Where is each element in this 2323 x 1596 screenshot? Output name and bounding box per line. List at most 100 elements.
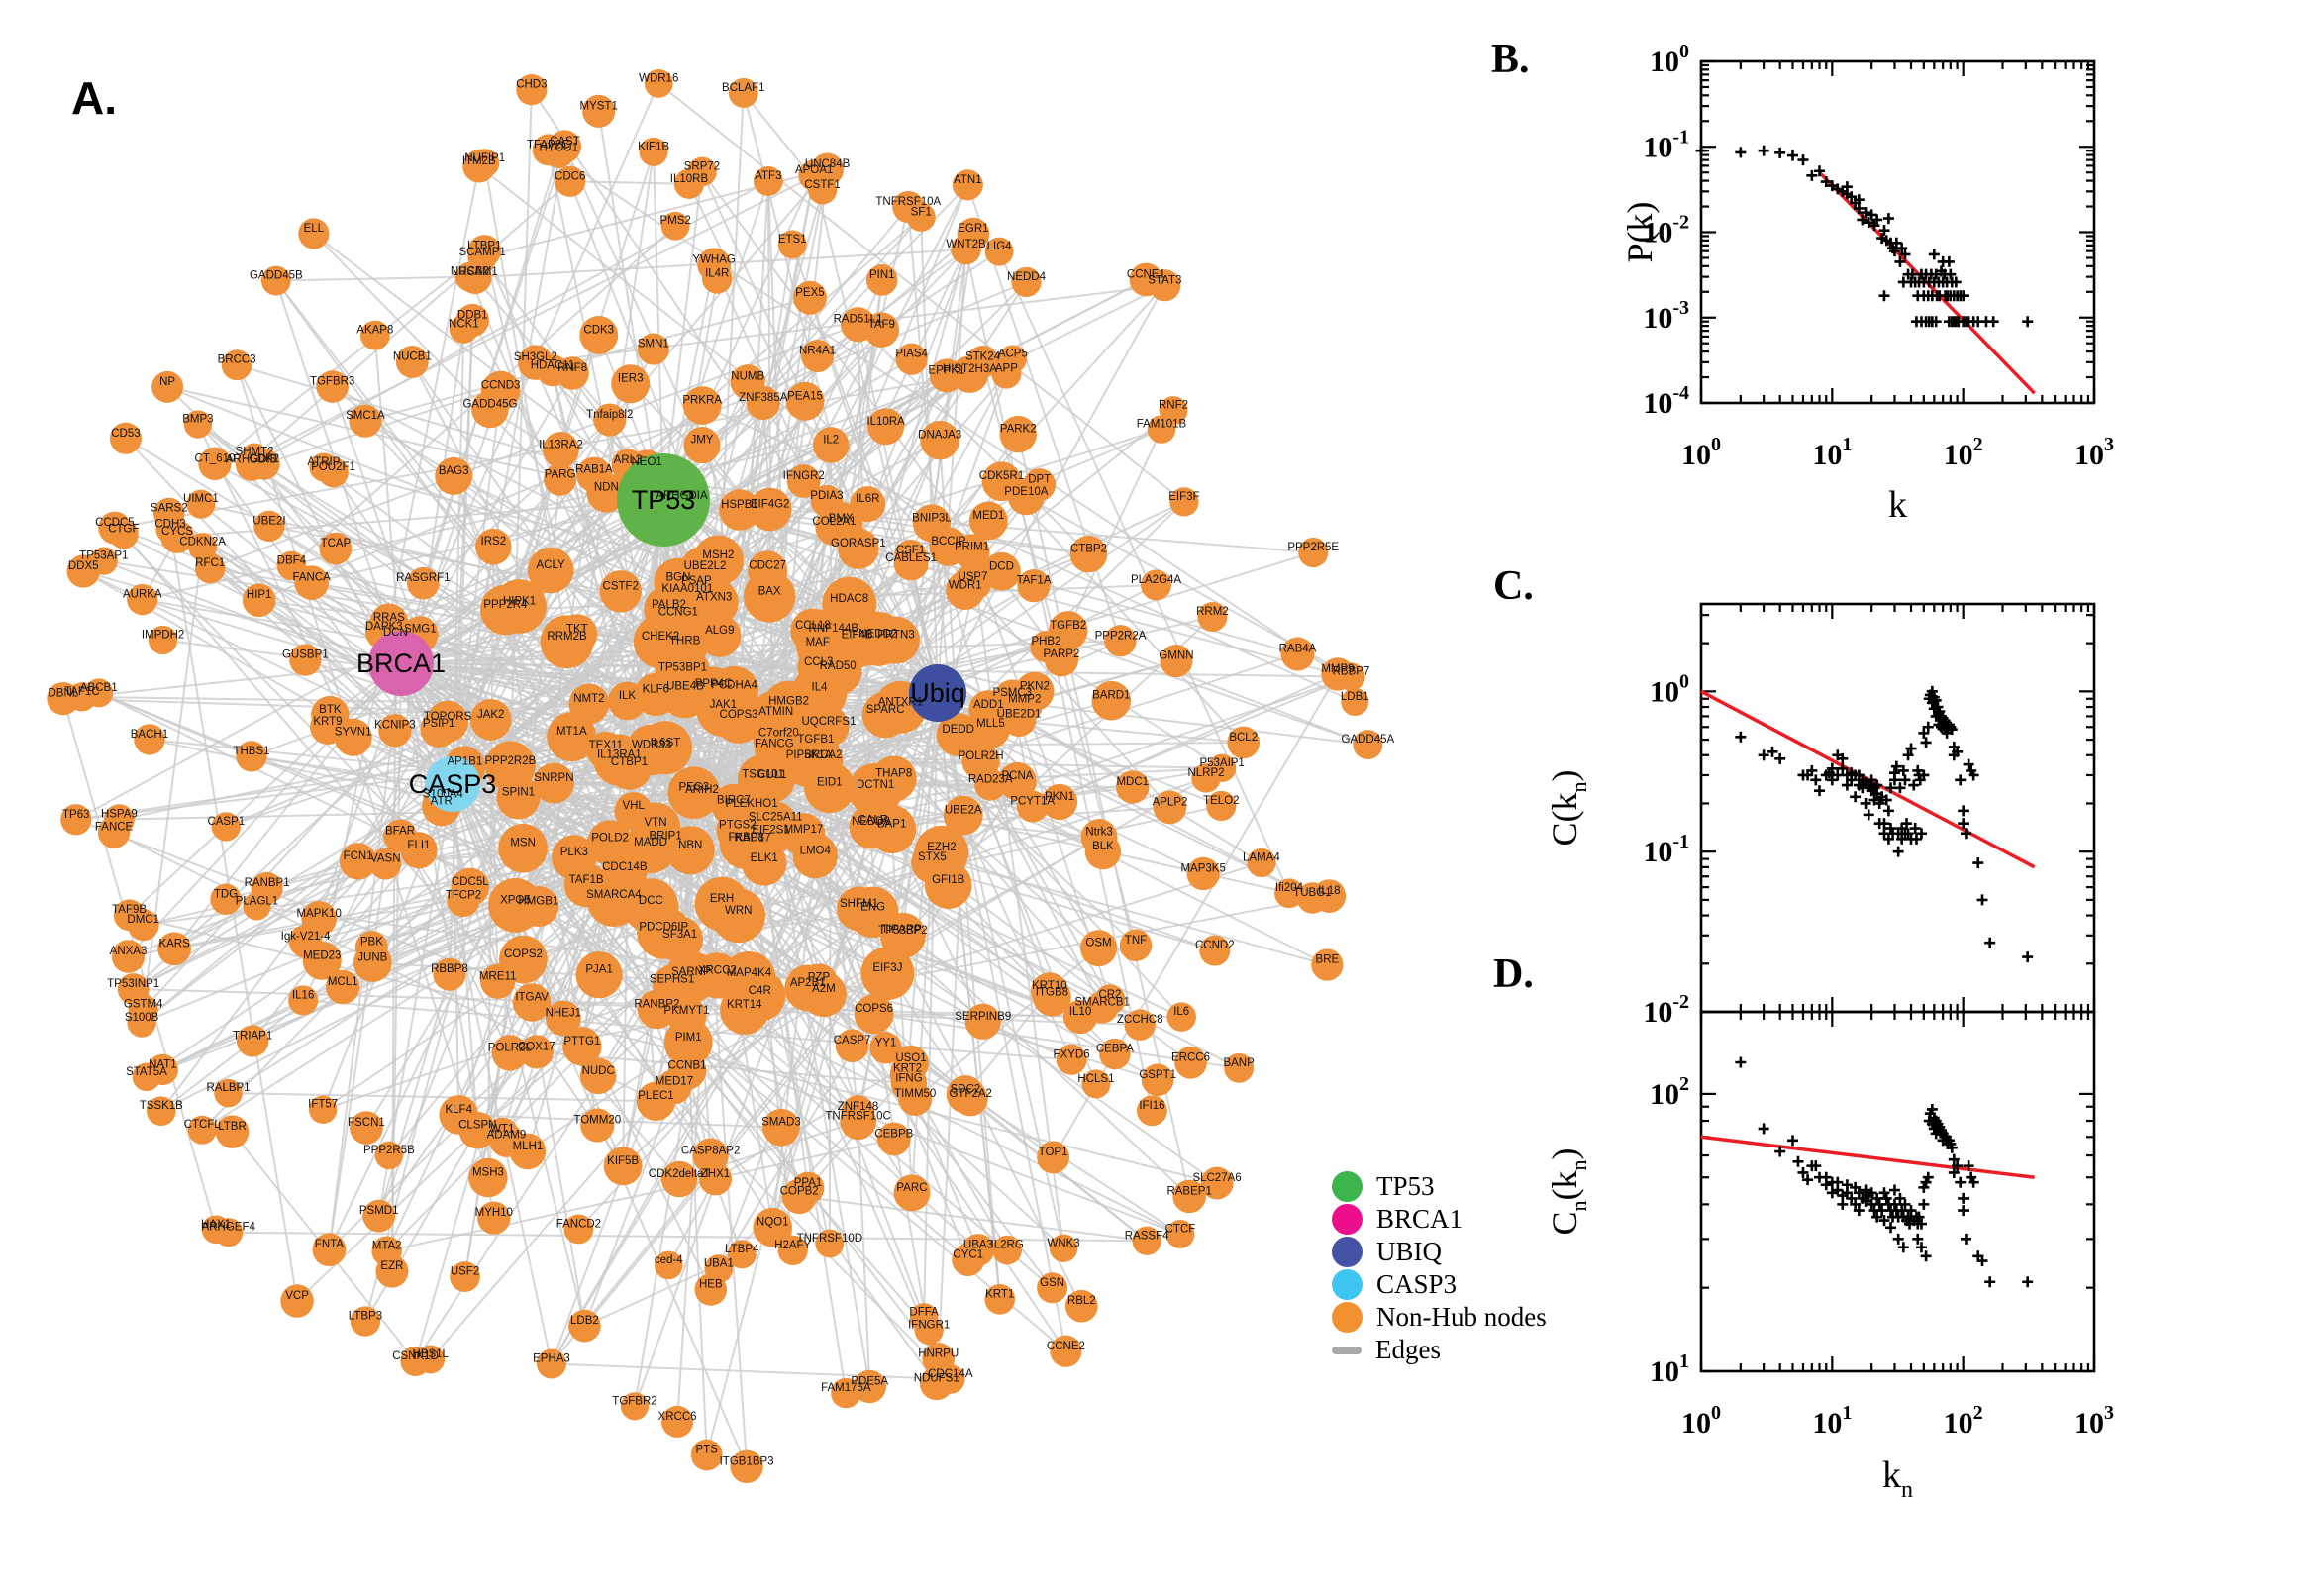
network-node-label: BAX — [758, 585, 781, 597]
network-node — [722, 951, 776, 1005]
network-node — [853, 1369, 886, 1404]
network-node-label: CDC14A — [928, 1368, 973, 1380]
scatter-marker — [1826, 762, 1838, 774]
network-node-label: EIF4B — [842, 630, 873, 642]
network-node-label: STAT5A — [126, 1066, 167, 1078]
network-node-label: ADAM9 — [487, 1130, 527, 1142]
network-node-label: APLP2 — [1153, 796, 1188, 808]
network-node — [512, 983, 552, 1022]
scatter-marker — [1832, 1176, 1844, 1188]
network-node-label: PEG3 — [678, 782, 709, 794]
network-node — [533, 762, 574, 804]
scatter-marker — [1902, 828, 1914, 840]
network-node — [188, 533, 217, 561]
network-node-label: EIF3J — [872, 962, 902, 974]
network-edge — [536, 1050, 910, 1085]
network-node-label: PPP4C — [695, 678, 733, 690]
network-node — [260, 265, 291, 296]
network-node — [1274, 878, 1304, 909]
network-node-label: CASP8AP2 — [681, 1145, 740, 1156]
scatter-marker — [1860, 1184, 1871, 1196]
network-node-label: PIAS4 — [895, 349, 928, 360]
network-node-label: COPS2 — [504, 948, 543, 960]
network-node-label: ERH — [710, 893, 734, 905]
network-node-label: TNFRSF10D — [797, 1233, 862, 1245]
network-node — [984, 1283, 1016, 1315]
network-node-label: GUSBP1 — [282, 649, 329, 661]
network-node — [876, 1122, 911, 1156]
network-node-label: RAB4A — [1279, 644, 1317, 655]
scatter-marker — [1963, 1160, 1974, 1172]
network-edge — [662, 499, 950, 549]
scatter-marker — [2022, 951, 2034, 963]
network-node-label: TDG — [214, 888, 238, 900]
network-node — [1160, 645, 1193, 678]
legend-item-tp53: TP53 — [1332, 1170, 1547, 1203]
network-node-label: XPO5 — [500, 894, 531, 906]
network-node-label: CT_610 — [195, 452, 236, 464]
network-node — [1104, 625, 1137, 657]
network-node — [319, 532, 353, 565]
network-node-label: DCN — [383, 627, 408, 639]
network-node-label: BMP3 — [182, 414, 213, 426]
network-node — [753, 165, 783, 196]
network-node-label: PSMD1 — [359, 1205, 399, 1217]
network-node — [667, 766, 721, 820]
network-node-label: PARG — [545, 468, 576, 480]
network-node-label: BCL2 — [1229, 732, 1258, 744]
network-node — [395, 346, 429, 378]
network-edge — [400, 662, 819, 668]
network-node-label: PTTG1 — [563, 1036, 600, 1047]
network-node-label: GADD45G — [462, 398, 517, 410]
network-node-label: RALBP1 — [206, 1082, 250, 1094]
network-node — [991, 358, 1022, 389]
network-node-label: RAD23A — [968, 773, 1013, 785]
network-node-label: PIP5K1A — [786, 749, 833, 761]
network-node-label: RANBP2 — [634, 998, 679, 1010]
network-node-label: SMG1 — [404, 624, 437, 636]
network-node — [318, 456, 349, 488]
plot-panel-D: 100 101 102 103 102 101 kn Cn(kn) — [1545, 1010, 2114, 1503]
network-node — [638, 721, 693, 775]
network-node — [516, 74, 548, 106]
network-node-label: PSIP1 — [423, 718, 455, 730]
network-node — [353, 944, 392, 982]
network-node-label: CEBPB — [874, 1128, 913, 1140]
network-node-label: UBA3 — [963, 1239, 993, 1250]
network-node-label: POLR2H — [959, 750, 1004, 762]
network-node-label: KRT1 — [985, 1288, 1014, 1300]
network-node-label: HMGB2 — [768, 696, 809, 708]
network-node — [620, 1392, 650, 1421]
scatter-marker — [1915, 1218, 1927, 1230]
scatter-points — [1695, 145, 2034, 328]
network-node — [325, 969, 360, 1005]
legend-dot — [1332, 1171, 1363, 1202]
network-edge — [399, 835, 624, 1167]
network-node — [563, 1214, 594, 1245]
scatter-marker — [1888, 1198, 1900, 1210]
network-node-label: RFC1 — [195, 557, 225, 569]
network-node-label: TGFB1 — [797, 734, 834, 746]
scatter-marker — [1890, 760, 1902, 772]
network-node-label: A2M — [812, 983, 836, 995]
scatter-marker — [1873, 1198, 1885, 1210]
network-node — [872, 616, 920, 664]
scatter-marker — [1908, 779, 1920, 791]
network-node-label: IL10RB — [670, 173, 709, 185]
network-node — [847, 886, 899, 939]
network-node-label: HIPK1 — [503, 595, 536, 607]
network-node-label: CCL18 — [795, 620, 831, 632]
network-node — [556, 614, 598, 655]
network-node — [89, 547, 118, 575]
network-node — [147, 1053, 178, 1086]
scatter-marker — [1910, 833, 1922, 845]
network-node-label: H2AFY — [774, 1240, 811, 1251]
network-node — [201, 1215, 231, 1245]
legend-item-label: Non-Hub nodes — [1376, 1302, 1547, 1332]
network-node-label: HIST2H3A — [943, 363, 997, 375]
network-node — [580, 1108, 615, 1143]
x-tick-label: 100 — [1681, 1402, 1721, 1440]
network-node — [998, 761, 1037, 801]
network-node-label: HSPA9 — [101, 809, 138, 821]
network-node-label: DBF4 — [277, 554, 307, 566]
